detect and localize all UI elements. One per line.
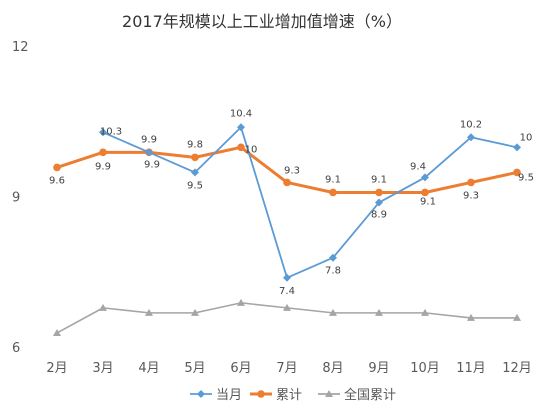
y-tick-label: 6 [12,341,20,356]
data-point [329,308,337,316]
data-label: 9.9 [95,161,111,172]
data-point [421,173,429,182]
data-label: 9.9 [141,134,157,145]
data-point [375,308,383,316]
data-point [191,168,199,177]
data-point [191,153,199,162]
data-point [191,308,199,316]
y-tick-label: 12 [12,40,29,55]
data-label: 9.3 [284,165,300,176]
x-tick-label: 6月 [230,361,251,376]
data-point [467,133,475,142]
y-tick-label: 9 [12,191,20,206]
plot-area [53,123,521,336]
data-label: 9.9 [144,159,160,170]
data-point [99,128,107,137]
data-point [99,148,107,157]
data-label: 9.1 [325,174,341,185]
data-label: 9.1 [420,196,436,207]
data-point [237,143,245,152]
legend-label: 当月 [216,388,242,403]
legend-marker [257,390,265,398]
data-point [145,148,153,157]
data-point [467,313,475,321]
x-tick-label: 8月 [322,361,343,376]
data-label: 10 [520,132,533,143]
legend-marker [325,390,333,397]
legend-item[interactable]: 累计 [250,388,302,403]
data-point [329,188,337,197]
data-label: 8.9 [371,210,387,221]
data-point [467,178,475,187]
data-point [421,308,429,316]
data-label: 9.6 [49,175,65,186]
data-point [375,198,383,207]
data-label: 10.3 [100,126,122,137]
legend-label: 全国累计 [344,387,396,403]
data-point [53,163,61,172]
data-label: 9.5 [187,180,203,191]
data-label: 10.4 [230,108,252,119]
data-label: 9.8 [187,139,203,150]
data-point [375,188,383,197]
data-point [237,298,245,306]
chart-title: 2017年规模以上工业增加值增速（%） [122,12,402,31]
data-label: 9.4 [410,161,426,172]
x-tick-label: 2月 [46,361,67,376]
data-point [283,273,291,282]
data-label: 7.8 [325,266,341,277]
x-tick-label: 9月 [368,361,389,376]
x-tick-label: 7月 [276,361,297,376]
data-point [283,303,291,311]
x-tick-label: 3月 [92,361,113,376]
data-point [99,303,107,311]
data-point [513,168,521,177]
series-line [102,126,518,279]
data-label: 7.4 [279,286,295,297]
data-labels: 10.3 9.9 9.5 10.4 7.4 7.8 8.9 9.4 10.2 10 9.6 9.9 9.… [49,108,534,297]
data-point [53,328,61,336]
data-point [421,188,429,197]
data-label: 10 [245,144,258,155]
data-label: 10.2 [460,119,482,130]
data-point [145,308,153,316]
x-tick-label: 4月 [138,361,159,376]
data-point [237,123,245,132]
data-point [513,143,521,152]
x-tick-label: 10月 [410,361,440,376]
data-label: 9.3 [463,190,479,201]
data-point [329,253,337,262]
data-label: 9.5 [518,172,534,183]
x-tick-label: 12月 [502,361,532,376]
x-tick-label: 11月 [456,361,486,376]
data-point [513,313,521,321]
x-tick-label: 5月 [184,361,205,376]
legend-label: 累计 [276,388,302,403]
legend-marker [197,390,205,398]
data-label: 9.1 [371,174,387,185]
legend[interactable]: 当月 累计 全国累计 [190,387,396,403]
legend-item[interactable]: 当月 [190,388,242,403]
axes: 6 9 12 2月 3月 4月 5月 6月 7月 8月 9月 10月 11月 12月 [12,40,532,376]
legend-item[interactable]: 全国累计 [318,387,396,403]
data-point [283,178,291,187]
